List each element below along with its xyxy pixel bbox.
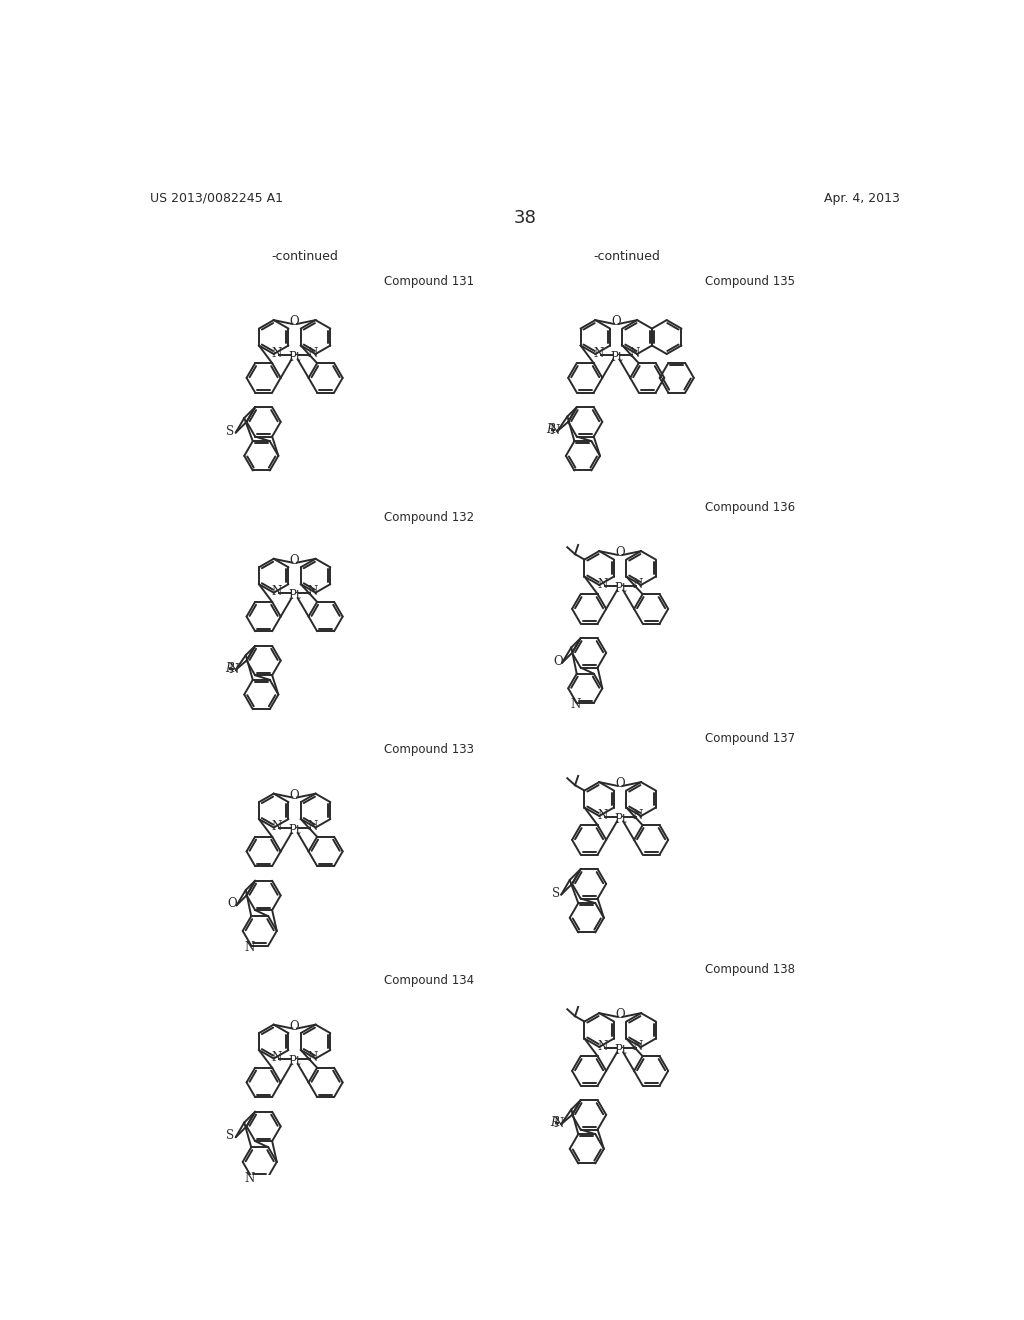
- Text: -continued: -continued: [271, 251, 338, 264]
- Text: N: N: [629, 347, 639, 360]
- Text: O: O: [615, 546, 625, 560]
- Text: Pt: Pt: [613, 582, 627, 594]
- Text: O: O: [290, 315, 299, 329]
- Text: N: N: [271, 820, 282, 833]
- Text: Compound 137: Compound 137: [706, 731, 796, 744]
- Text: R: R: [225, 661, 233, 675]
- Text: Compound 136: Compound 136: [706, 500, 796, 513]
- Text: N: N: [245, 941, 255, 953]
- Text: N: N: [550, 424, 560, 437]
- Text: S: S: [552, 887, 560, 900]
- Text: O: O: [227, 898, 238, 911]
- Text: O: O: [290, 1019, 299, 1032]
- Text: R: R: [547, 424, 555, 436]
- Text: N: N: [307, 585, 317, 598]
- Text: Pt: Pt: [289, 1055, 301, 1068]
- Text: O: O: [611, 315, 622, 329]
- Text: Pt: Pt: [610, 351, 623, 363]
- Text: Compound 132: Compound 132: [384, 511, 474, 524]
- Text: N: N: [271, 347, 282, 360]
- Text: Compound 134: Compound 134: [384, 974, 474, 987]
- Text: N: N: [570, 698, 581, 711]
- Text: N: N: [597, 578, 607, 591]
- Text: R: R: [550, 1117, 559, 1129]
- Text: N: N: [307, 1051, 317, 1064]
- Text: N: N: [633, 578, 643, 591]
- Text: N: N: [633, 1040, 643, 1053]
- Text: N: N: [597, 809, 607, 822]
- Text: O: O: [290, 554, 299, 566]
- Text: Compound 133: Compound 133: [384, 743, 474, 756]
- Text: Pt: Pt: [613, 1044, 627, 1056]
- Text: N: N: [633, 809, 643, 822]
- Text: -continued: -continued: [593, 251, 659, 264]
- Text: O: O: [615, 777, 625, 791]
- Text: N: N: [593, 347, 603, 360]
- Text: US 2013/0082245 A1: US 2013/0082245 A1: [150, 191, 283, 205]
- Text: Compound 138: Compound 138: [706, 962, 796, 975]
- Text: Pt: Pt: [289, 351, 301, 363]
- Text: N: N: [554, 1117, 564, 1130]
- Text: Apr. 4, 2013: Apr. 4, 2013: [824, 191, 900, 205]
- Text: Compound 131: Compound 131: [384, 275, 474, 288]
- Text: S: S: [226, 1129, 234, 1142]
- Text: O: O: [553, 655, 563, 668]
- Text: N: N: [597, 1040, 607, 1053]
- Text: N: N: [307, 347, 317, 360]
- Text: N: N: [245, 1172, 255, 1184]
- Text: N: N: [271, 1051, 282, 1064]
- Text: O: O: [290, 788, 299, 801]
- Text: Pt: Pt: [289, 824, 301, 837]
- Text: N: N: [307, 820, 317, 833]
- Text: Compound 135: Compound 135: [706, 275, 796, 288]
- Text: Pt: Pt: [613, 813, 627, 825]
- Text: N: N: [228, 663, 239, 676]
- Text: S: S: [226, 425, 234, 438]
- Text: N: N: [271, 585, 282, 598]
- Text: Pt: Pt: [289, 589, 301, 602]
- Text: O: O: [615, 1008, 625, 1022]
- Text: 38: 38: [513, 209, 537, 227]
